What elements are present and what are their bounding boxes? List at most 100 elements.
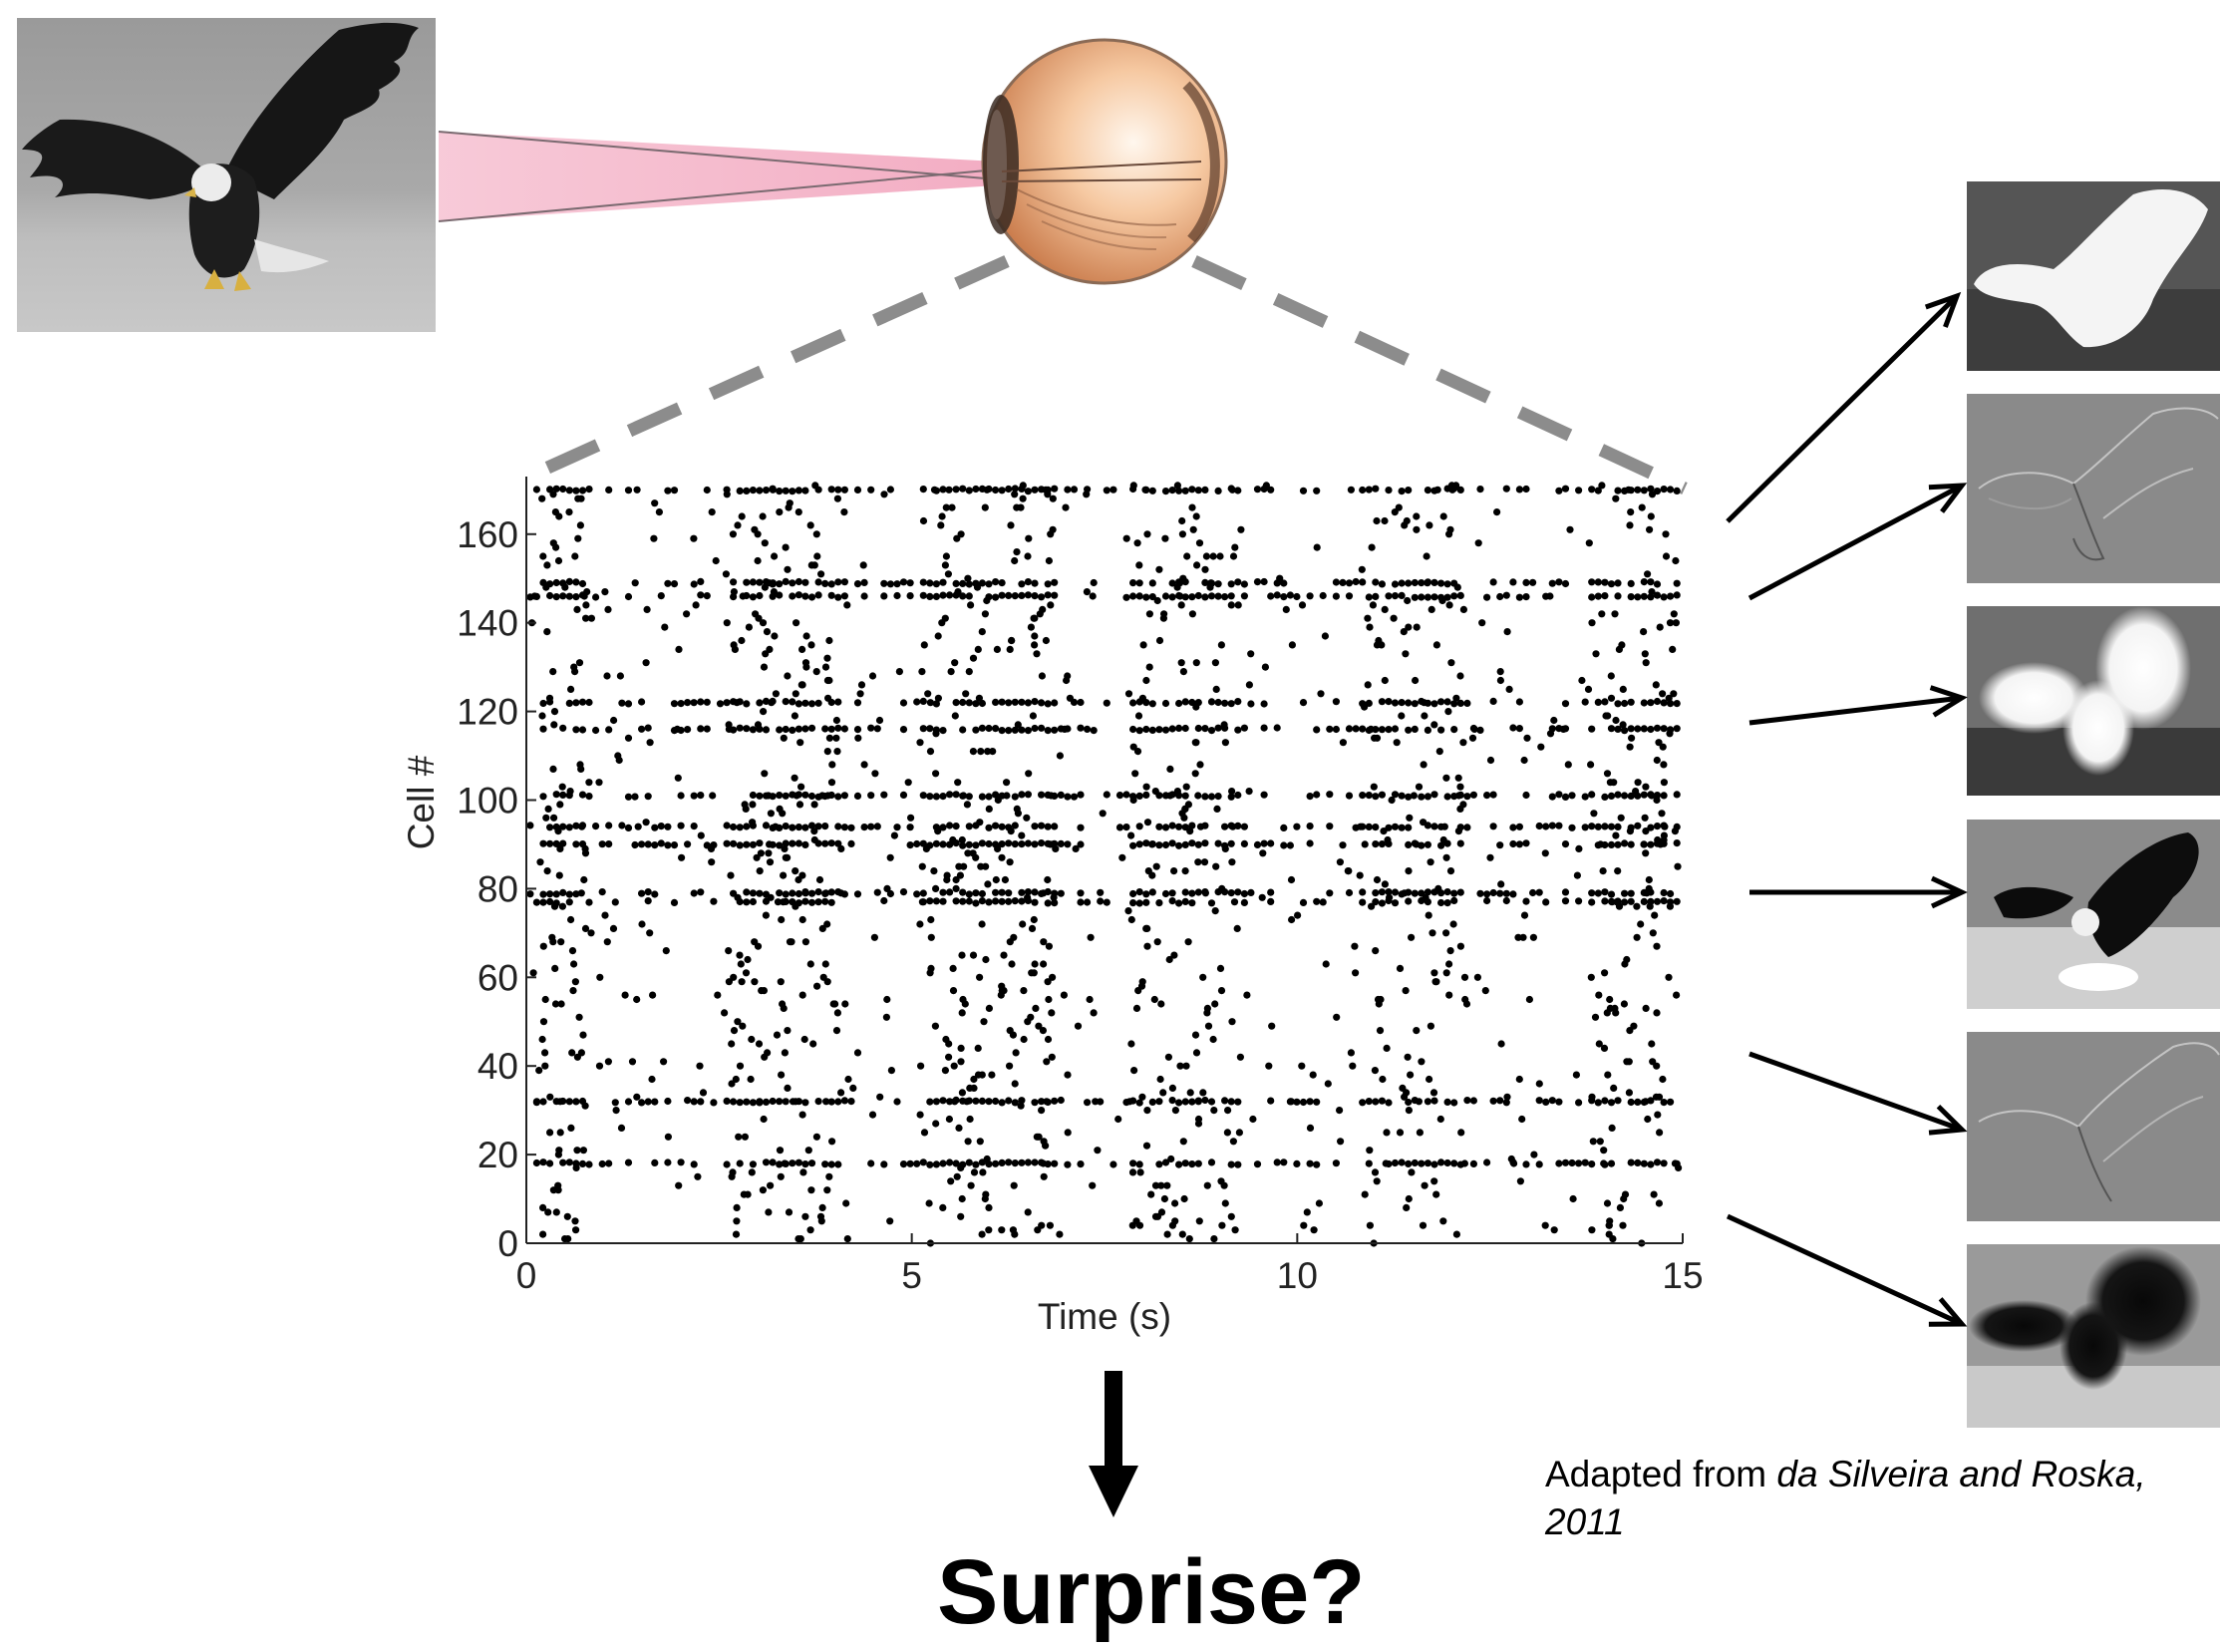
spike-point xyxy=(1181,724,1189,733)
spike-point xyxy=(1332,592,1340,600)
spike-point xyxy=(1443,1158,1451,1167)
spike-point xyxy=(819,973,827,981)
spike-point xyxy=(1240,580,1248,588)
spike-point xyxy=(765,1208,773,1216)
spike-point xyxy=(1646,902,1654,910)
spike-point xyxy=(573,1147,581,1155)
spike-point xyxy=(1168,1097,1176,1105)
spike-point xyxy=(1453,583,1461,591)
spike-point xyxy=(1489,791,1497,799)
spike-point xyxy=(1653,591,1662,599)
spike-point xyxy=(1207,1158,1216,1166)
spike-point xyxy=(1634,1158,1642,1166)
spike-point xyxy=(677,700,685,708)
spike-point xyxy=(552,791,560,799)
spike-point xyxy=(1171,1107,1179,1115)
spike-point xyxy=(1202,552,1210,560)
spike-point xyxy=(1588,791,1596,799)
spike-point xyxy=(769,579,777,587)
spike-point xyxy=(1640,897,1648,906)
spike-point xyxy=(886,853,894,861)
spike-point xyxy=(765,849,773,857)
spike-point xyxy=(1280,593,1288,601)
spike-point xyxy=(1213,805,1221,814)
spike-point xyxy=(723,1097,731,1105)
spike-point xyxy=(1207,793,1216,801)
spike-point xyxy=(1155,726,1163,734)
spike-point xyxy=(1156,1075,1164,1084)
spike-point xyxy=(526,822,534,829)
spike-point xyxy=(664,1133,673,1141)
spike-point xyxy=(1007,827,1015,835)
eye-icon xyxy=(981,38,1228,285)
spike-point xyxy=(535,1067,543,1075)
spike-point xyxy=(919,725,927,733)
spike-point xyxy=(716,700,725,708)
spike-point xyxy=(1626,827,1634,835)
spike-point xyxy=(1051,823,1059,830)
spike-point xyxy=(1045,556,1053,565)
spike-point xyxy=(615,756,623,765)
spike-point xyxy=(984,880,992,888)
spike-point xyxy=(1047,840,1055,848)
spike-point xyxy=(1024,1158,1032,1166)
spike-point xyxy=(1135,561,1143,569)
spike-point xyxy=(849,1084,857,1092)
spike-point xyxy=(723,1160,731,1168)
spike-point xyxy=(1192,512,1200,520)
spike-point xyxy=(577,765,585,774)
spike-point xyxy=(581,849,590,857)
spike-point xyxy=(1606,1217,1614,1225)
spike-point xyxy=(1660,779,1668,787)
spike-point xyxy=(1157,1181,1165,1189)
spike-point xyxy=(1442,853,1450,861)
output-arrow-line xyxy=(1748,1051,1963,1133)
spike-point xyxy=(1578,676,1586,685)
spike-point xyxy=(1365,1159,1373,1167)
spike-point xyxy=(951,659,959,667)
spike-point xyxy=(1450,889,1458,897)
spike-point xyxy=(1442,774,1450,782)
spike-point xyxy=(807,889,816,897)
spike-point xyxy=(828,1138,836,1146)
spike-point xyxy=(1667,486,1675,494)
spike-point xyxy=(941,561,950,569)
spike-point xyxy=(766,840,774,848)
spike-point xyxy=(1424,793,1431,801)
spike-point xyxy=(1653,724,1662,732)
spike-point xyxy=(1240,592,1248,600)
spike-point xyxy=(1064,793,1072,801)
spike-point xyxy=(741,1133,750,1141)
spike-point xyxy=(1673,725,1681,733)
spike-point xyxy=(1044,899,1052,907)
spike-point xyxy=(801,1099,809,1107)
spike-point xyxy=(559,724,567,732)
spike-point xyxy=(1372,824,1380,831)
spike-point xyxy=(1440,823,1448,830)
spike-point xyxy=(1267,486,1275,494)
spike-point xyxy=(550,708,559,716)
spike-point xyxy=(1509,578,1517,586)
spike-point xyxy=(1502,1099,1510,1107)
spike-point xyxy=(558,783,566,791)
spike-point xyxy=(930,486,939,494)
spike-point xyxy=(1200,858,1209,866)
spike-point xyxy=(965,668,973,676)
spike-point xyxy=(677,792,685,800)
spike-point xyxy=(1421,1181,1428,1189)
spike-point xyxy=(1373,875,1382,884)
spike-point xyxy=(1024,552,1032,560)
spike-point xyxy=(1550,716,1558,725)
spike-point xyxy=(1647,485,1655,493)
spike-point xyxy=(609,924,618,933)
spike-point xyxy=(1326,889,1334,897)
spike-point xyxy=(1666,730,1674,738)
spike-point xyxy=(634,823,642,830)
spike-point xyxy=(1018,591,1026,600)
spike-point xyxy=(1024,1208,1032,1216)
spike-point xyxy=(959,726,967,734)
spike-point xyxy=(932,1098,941,1106)
spike-point xyxy=(781,1049,790,1057)
spike-point xyxy=(1175,724,1183,733)
spike-point xyxy=(1595,991,1603,999)
